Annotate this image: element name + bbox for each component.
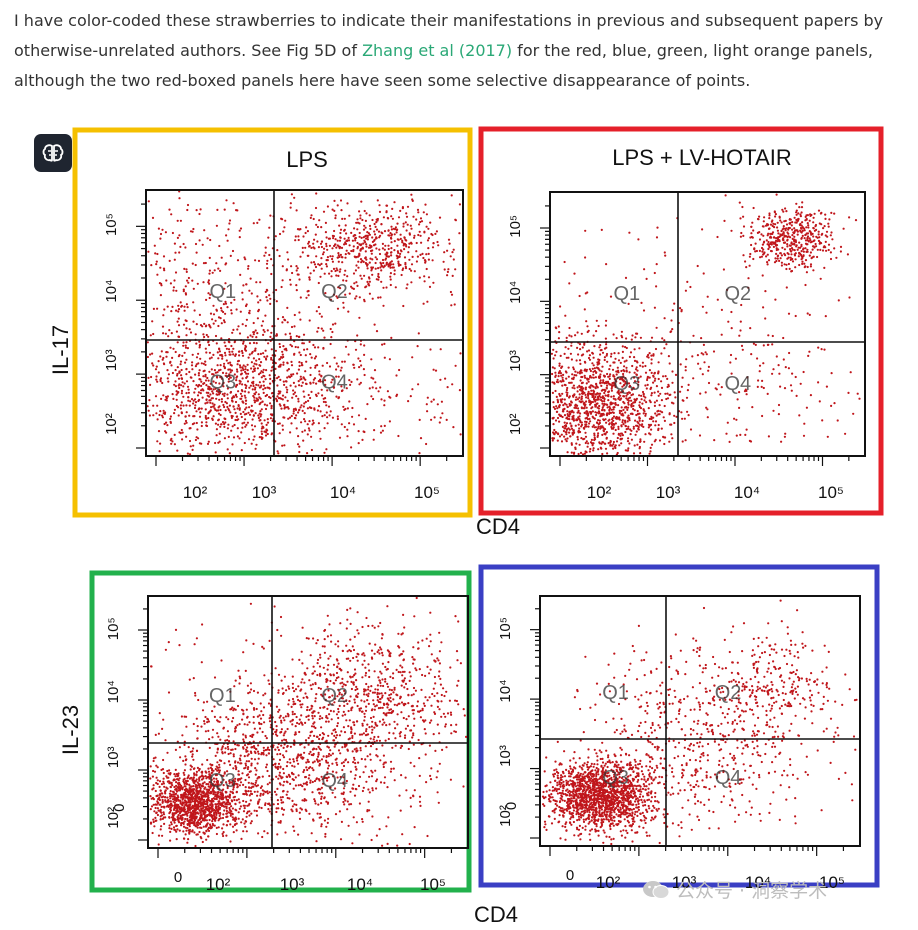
x-tick-label: 10⁵ [818, 483, 844, 502]
scatter-plots: Q1 Q2 Q3 Q4 10² 10³ 10⁴ 10⁵ 10² 10³ 10⁴ 10⁵ Q1 Q2 Q3 Q4… [103, 189, 866, 894]
x-tick-label: 10² [587, 483, 612, 502]
y-axis-label-il17: IL-17 [48, 325, 73, 375]
quadrant-label-q1: Q1 [602, 682, 629, 704]
y-tick-label: 10³ [103, 349, 120, 371]
intro-text-before: I have color-coded these strawberries to… [14, 11, 884, 60]
x-tick-label: 10³ [280, 875, 305, 894]
quadrant-label-q1: Q1 [209, 281, 236, 303]
x-tick-label: 10⁴ [347, 875, 373, 894]
x-axis-label-cd4-bottom: CD4 [474, 902, 518, 927]
y-tick-label-zero: 0 [503, 802, 520, 810]
y-tick-label: 10⁴ [497, 679, 514, 702]
x-tick-label: 10³ [656, 483, 681, 502]
quadrant-label-q3: Q3 [602, 767, 629, 789]
y-tick-label: 10⁴ [103, 280, 120, 303]
x-tick-label: 10⁴ [745, 873, 771, 892]
y-tick-label: 10⁴ [507, 281, 524, 304]
quadrant-label-q3: Q3 [613, 373, 640, 395]
y-tick-label: 10⁵ [497, 617, 514, 640]
y-tick-label: 10³ [507, 350, 524, 372]
scatter-points [550, 193, 861, 456]
y-tick-label: 10³ [497, 745, 514, 767]
quadrant-label-q1: Q1 [613, 283, 640, 305]
panel-box-top-right [478, 126, 884, 516]
y-tick-label: 10² [507, 413, 524, 435]
y-tick-label-zero: 0 [111, 804, 128, 812]
x-tick-label: 10² [183, 483, 208, 502]
quadrant-label-q3: Q3 [209, 372, 236, 394]
watermark-text: 公众号 · 洞察学术 [676, 880, 828, 902]
y-tick-label: 10² [497, 805, 514, 827]
plot-frame [147, 595, 469, 849]
y-tick-label: 10³ [105, 746, 122, 768]
quadrant-label-q4: Q4 [715, 767, 742, 789]
quadrant-label-q2: Q2 [321, 281, 348, 303]
quadrant-label-q1: Q1 [209, 685, 236, 707]
y-tick-label: 10⁴ [105, 680, 122, 703]
scatter-points [541, 599, 858, 846]
scatter-plot-top-left: Q1 Q2 Q3 Q4 10² 10³ 10⁴ 10⁵ 10² 10³ 10⁴ 10⁵ [103, 189, 464, 502]
scatter-points [146, 190, 462, 456]
quadrant-label-q4: Q4 [321, 372, 348, 394]
quadrant-label-q2: Q2 [724, 283, 751, 305]
x-tick-label: 10² [596, 873, 621, 892]
y-tick-label: 10² [103, 413, 120, 435]
axis-ticks [136, 203, 448, 466]
scatter-points [149, 596, 468, 848]
panel-box-top-left [72, 127, 473, 518]
axis-ticks [530, 608, 845, 856]
x-tick-label-zero: 0 [566, 867, 574, 884]
x-tick-label: 10³ [252, 483, 277, 502]
panel-box-bottom-right [478, 564, 880, 888]
panel-title-lps-lv-hotair: LPS + LV-HOTAIR [612, 145, 792, 170]
brain-icon-button[interactable] [34, 134, 72, 172]
x-tick-label: 10³ [672, 873, 697, 892]
panel-title-lps: LPS [286, 147, 328, 172]
quadrant-label-q4: Q4 [724, 373, 751, 395]
watermark: 公众号 · 洞察学术 [642, 876, 827, 903]
y-tick-label: 10⁵ [507, 215, 524, 238]
x-tick-label: 10⁴ [330, 483, 356, 502]
quadrant-label-q3: Q3 [209, 770, 236, 792]
y-tick-label: 10² [105, 807, 122, 829]
quadrant-label-q2: Q2 [715, 682, 742, 704]
intro-paragraph: I have color-coded these strawberries to… [14, 6, 904, 96]
quadrant-label-q2: Q2 [321, 685, 348, 707]
quadrant-label-q4: Q4 [321, 770, 348, 792]
x-axis-label-cd4-top: CD4 [476, 514, 520, 539]
x-tick-label: 10⁵ [819, 873, 845, 892]
plot-frame [539, 595, 861, 847]
x-tick-label: 10² [206, 875, 231, 894]
y-axis-label-il23: IL-23 [58, 705, 83, 755]
intro-text-after: for the red, blue, green, light orange p… [14, 41, 873, 90]
scatter-plot-top-right: Q1 Q2 Q3 Q4 10² 10³ 10⁴ 10⁵ 10² 10³ 10⁴ 10⁵ [507, 191, 866, 502]
axis-ticks [138, 608, 453, 858]
x-tick-label: 10⁵ [420, 875, 446, 894]
x-tick-label: 10⁵ [414, 483, 440, 502]
x-tick-label-zero: 0 [174, 869, 182, 886]
y-tick-label: 10⁵ [103, 213, 120, 236]
zhang-2017-link[interactable]: Zhang et al (2017) [362, 41, 513, 60]
y-tick-label: 10⁵ [105, 617, 122, 640]
x-tick-label: 10⁴ [734, 483, 760, 502]
axis-ticks [540, 205, 850, 466]
brain-icon [42, 144, 64, 162]
wechat-icon [643, 880, 670, 899]
